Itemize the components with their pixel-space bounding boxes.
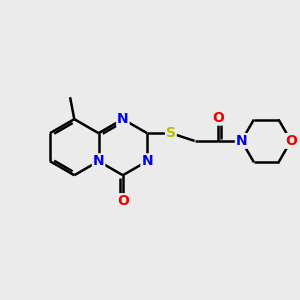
Text: N: N	[117, 112, 129, 126]
Text: O: O	[212, 111, 224, 125]
Text: O: O	[285, 134, 297, 148]
Text: O: O	[117, 194, 129, 208]
Text: S: S	[166, 126, 176, 140]
Text: N: N	[236, 134, 248, 148]
Text: N: N	[93, 154, 104, 168]
Text: N: N	[141, 154, 153, 168]
